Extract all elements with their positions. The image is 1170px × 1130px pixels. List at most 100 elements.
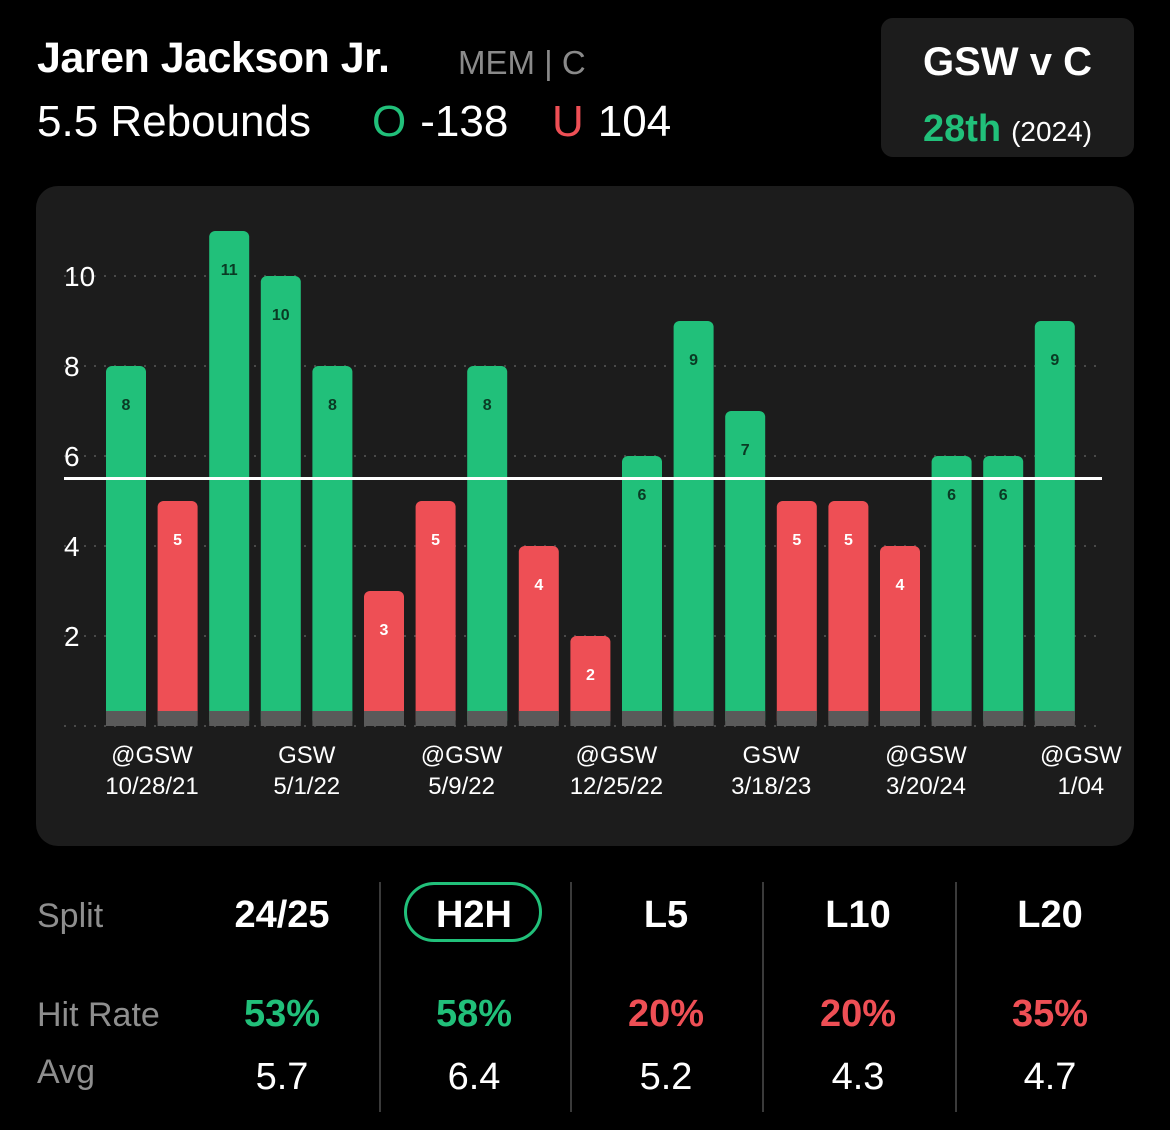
- bar-base: [931, 711, 972, 726]
- bar-base: [106, 711, 146, 726]
- prop-line: 5.5 Rebounds: [37, 97, 311, 146]
- hit-rate-value: 20%: [819, 993, 897, 1035]
- split-tab-l5[interactable]: L5: [643, 894, 689, 936]
- x-tick-date: 3/20/24: [886, 773, 966, 800]
- avg-value: 4.7: [1023, 1056, 1077, 1098]
- hit-rate-value: 20%: [627, 993, 705, 1035]
- x-tick-date: 3/18/23: [731, 773, 811, 800]
- bar[interactable]: [622, 456, 662, 726]
- column-separator: [955, 882, 957, 1112]
- bar-value-label: 10: [272, 307, 290, 324]
- under-icon: U: [552, 97, 584, 146]
- bar[interactable]: [260, 276, 301, 726]
- bar-value-label: 6: [947, 487, 956, 504]
- bar[interactable]: [673, 321, 714, 726]
- h2h-selected-pill: [404, 882, 542, 942]
- split-tab-h2h[interactable]: H2H: [435, 894, 513, 936]
- column-separator: [379, 882, 381, 1112]
- bar-value-label: 6: [999, 487, 1008, 504]
- bar-value-label: 5: [173, 532, 182, 549]
- x-tick-date: 5/9/22: [428, 773, 495, 800]
- chart-card: 2 4 6 8 10 8 5 11 10 8 3 5 8 4 2 6 9 7 5 5 4 6 6 9 @GSW 10/28/21 G…: [36, 186, 1134, 846]
- matchup-box[interactable]: GSW v C 28th (2024): [881, 18, 1134, 157]
- bar[interactable]: [312, 366, 353, 726]
- bar-value-label: 11: [221, 262, 238, 279]
- y-tick-label: 2: [64, 621, 80, 652]
- bar-base: [518, 711, 559, 726]
- bar-value-label: 9: [689, 352, 698, 369]
- hit-rate-value: 53%: [243, 993, 321, 1035]
- bar-base: [776, 711, 817, 726]
- bar-base: [467, 711, 508, 726]
- bar-base: [1034, 711, 1075, 726]
- x-tick-date: 1/04: [1057, 773, 1104, 800]
- x-tick-team: @GSW: [1040, 742, 1122, 769]
- x-tick-date: 10/28/21: [105, 773, 198, 800]
- bar-base: [570, 711, 611, 726]
- bar-value-label: 5: [792, 532, 801, 549]
- bar-value-label: 8: [122, 397, 131, 414]
- bar-base: [260, 711, 301, 726]
- bar-base: [364, 711, 404, 726]
- avg-value: 5.7: [255, 1056, 309, 1098]
- bar-base: [983, 711, 1024, 726]
- rebounds-bar-chart: 2 4 6 8 10 8 5 11 10 8 3 5 8 4 2 6 9 7 5 5 4 6 6 9 @GSW 10/28/21 G…: [64, 231, 1122, 800]
- bar-value-label: 3: [380, 622, 389, 639]
- bar-value-label: 5: [431, 532, 440, 549]
- x-tick-date: 12/25/22: [570, 773, 663, 800]
- split-row-label: Split: [37, 897, 104, 935]
- over-odds[interactable]: O -138: [372, 97, 508, 147]
- x-tick-team: @GSW: [885, 742, 967, 769]
- avg-value: 6.4: [447, 1056, 501, 1098]
- bar-base: [673, 711, 714, 726]
- bar-value-label: 4: [534, 577, 543, 594]
- over-icon: O: [372, 97, 407, 146]
- y-tick-label: 10: [64, 261, 95, 292]
- bar-base: [828, 711, 869, 726]
- bar-value-label: 5: [844, 532, 853, 549]
- x-tick-team: GSW: [278, 742, 336, 769]
- bar[interactable]: [570, 636, 611, 726]
- avg-row-label: Avg: [37, 1053, 95, 1091]
- x-tick-team: @GSW: [421, 742, 503, 769]
- bar[interactable]: [157, 501, 198, 726]
- bar-base: [880, 711, 920, 726]
- bar[interactable]: [415, 501, 456, 726]
- bar-base: [415, 711, 456, 726]
- bar[interactable]: [364, 591, 404, 726]
- split-tab-2425[interactable]: 24/25: [234, 894, 330, 936]
- bar-value-label: 2: [586, 667, 595, 684]
- hit-rate-value: 58%: [435, 993, 513, 1035]
- bar[interactable]: [776, 501, 817, 726]
- under-odds-value: 104: [597, 97, 672, 146]
- matchup-rank: 28th (2024): [881, 110, 1134, 148]
- y-tick-label: 6: [64, 441, 80, 472]
- bar[interactable]: [518, 546, 559, 726]
- x-tick-team: GSW: [743, 742, 801, 769]
- bar-value-label: 8: [483, 397, 492, 414]
- bar-base: [725, 711, 766, 726]
- bar-value-label: 4: [896, 577, 905, 594]
- player-name: Jaren Jackson Jr.: [37, 34, 390, 82]
- column-separator: [762, 882, 764, 1112]
- bar[interactable]: [931, 456, 972, 726]
- bar-value-label: 9: [1050, 352, 1059, 369]
- column-separator: [570, 882, 572, 1112]
- bar[interactable]: [467, 366, 508, 726]
- split-tab-l10[interactable]: L10: [825, 894, 891, 936]
- stats-table: Split Hit Rate Avg 24/25 53% 5.7 H2H 58% 6.4 L…: [0, 880, 1170, 1120]
- bar[interactable]: [880, 546, 920, 726]
- bar[interactable]: [983, 456, 1024, 726]
- split-tab-l20[interactable]: L20: [1017, 894, 1083, 936]
- bar[interactable]: [106, 366, 146, 726]
- under-odds[interactable]: U 104: [552, 97, 671, 147]
- bar[interactable]: [1034, 321, 1075, 726]
- bar[interactable]: [725, 411, 766, 726]
- y-tick-label: 8: [64, 351, 80, 382]
- hit-rate-value: 35%: [1011, 993, 1089, 1035]
- bar-base: [312, 711, 353, 726]
- bar[interactable]: [828, 501, 869, 726]
- player-team-position: MEM | C: [458, 44, 586, 81]
- hit-rate-row-label: Hit Rate: [37, 996, 160, 1034]
- bar-value-label: 6: [638, 487, 647, 504]
